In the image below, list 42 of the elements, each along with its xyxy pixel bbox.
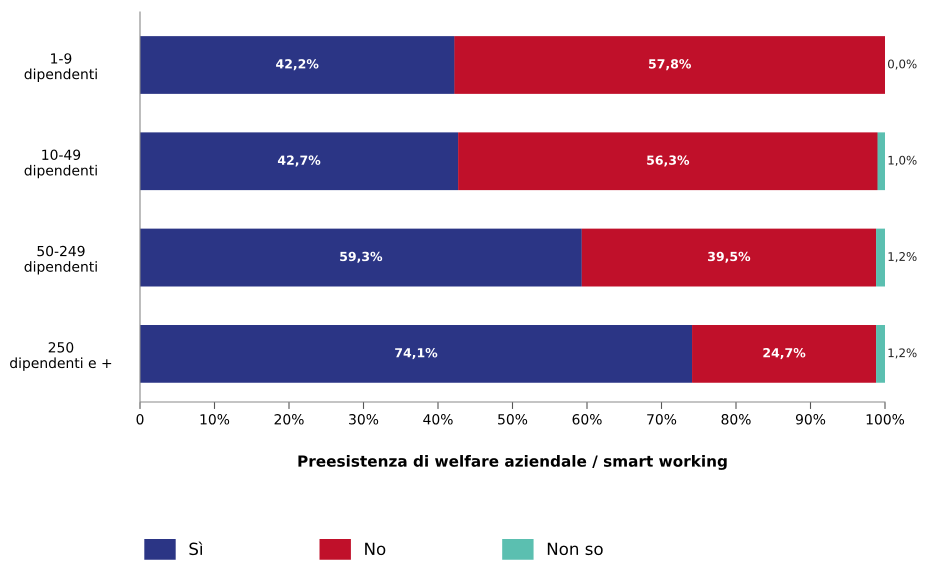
- legend-label: No: [365, 542, 386, 556]
- legend-label: Non so: [548, 542, 603, 556]
- x-tick-label: 50%: [498, 414, 528, 425]
- bar: [140, 228, 582, 286]
- bar: [140, 132, 458, 190]
- bar: [692, 324, 876, 383]
- x-tick-label: 60%: [572, 414, 602, 425]
- x-axis-title: Preesistenza di welfare aziendale / smart working: [298, 455, 727, 470]
- data-label: 1,2%: [888, 348, 917, 358]
- legend-label: Sì: [189, 542, 202, 556]
- bar: [582, 228, 876, 286]
- y-tick-label: 10-49 dipendenti: [24, 150, 97, 178]
- bar: [454, 36, 885, 94]
- data-label: 24,7%: [763, 348, 806, 360]
- x-tick-label: 80%: [722, 414, 751, 425]
- data-label: 1,2%: [888, 252, 917, 262]
- bar: [878, 132, 885, 190]
- bar: [140, 324, 692, 383]
- x-tick-label: 40%: [423, 414, 453, 425]
- data-label: 74,1%: [395, 348, 438, 360]
- data-label: 42,2%: [276, 59, 318, 70]
- x-tick-label: 70%: [647, 414, 676, 425]
- bar: [458, 132, 878, 190]
- data-label: 57,8%: [648, 59, 691, 70]
- data-label: 56,3%: [647, 155, 690, 166]
- bar: [140, 36, 454, 94]
- y-tick-label: 1-9 dipendenti: [24, 53, 97, 82]
- data-label: 59,3%: [340, 252, 382, 263]
- y-tick-label: 250 dipendenti e +: [10, 342, 112, 371]
- x-tick-label: 20%: [274, 414, 304, 425]
- x-tick-label: 100%: [866, 414, 904, 425]
- x-tick-label: 30%: [349, 414, 378, 425]
- bar: [876, 324, 885, 383]
- y-tick-label: 50-249 dipendenti: [24, 246, 97, 275]
- x-tick-label: 90%: [796, 414, 826, 425]
- data-label: 42,7%: [278, 155, 320, 166]
- x-tick-label: 0: [136, 414, 144, 425]
- data-label: 39,5%: [708, 252, 750, 263]
- data-label: 1,0%: [888, 156, 917, 166]
- data-label: 0,0%: [888, 59, 917, 70]
- bar: [876, 228, 885, 286]
- x-tick-label: 10%: [200, 414, 230, 425]
